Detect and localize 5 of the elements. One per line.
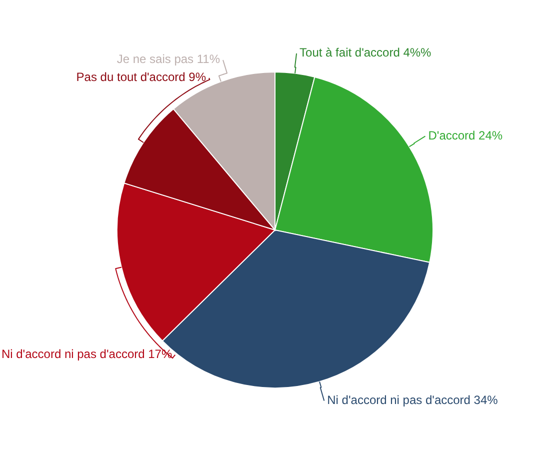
slice-label: Tout à fait d'accord 4%%	[300, 46, 432, 60]
slice-label: Je ne sais pas 11%	[116, 52, 220, 66]
slice-label: Ni d'accord ni pas d'accord 34%	[327, 392, 498, 407]
legend-label: D'accord 24%	[428, 128, 503, 142]
slice-label: Pas du tout d'accord 9%	[76, 70, 206, 84]
